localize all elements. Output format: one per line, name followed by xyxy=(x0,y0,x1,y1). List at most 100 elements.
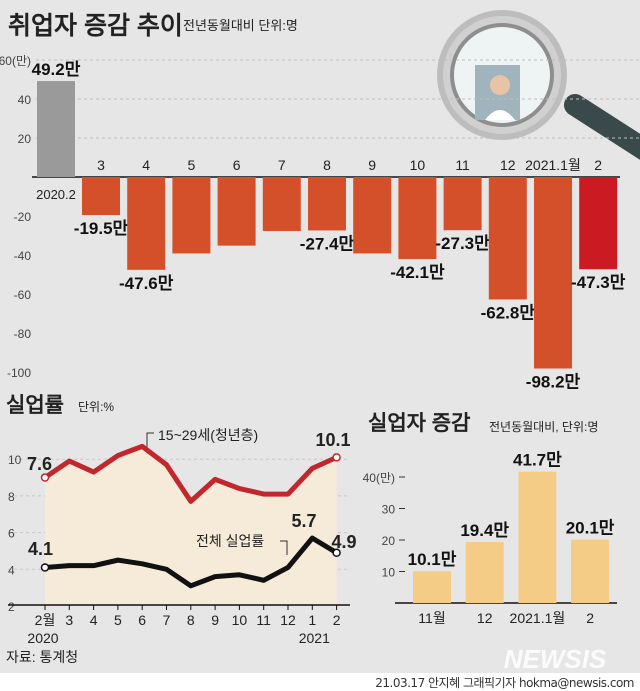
x-tick-label: 3 xyxy=(97,157,105,173)
y-tick-label: 60(만) xyxy=(0,54,31,68)
bar xyxy=(579,177,618,270)
x-tick-label: 2월 xyxy=(35,612,56,628)
data-label: 41.7만 xyxy=(513,451,562,470)
series-label: 15~29세(청년층) xyxy=(158,427,258,443)
y-tick-label: -20 xyxy=(14,210,32,224)
x-tick-label: 11월 xyxy=(418,610,445,626)
data-label: 19.4만 xyxy=(460,521,509,540)
x-tick-label: 4 xyxy=(142,157,150,173)
bar xyxy=(465,541,504,603)
bar xyxy=(37,81,75,177)
data-label: 4.1 xyxy=(28,539,53,559)
y-tick-label: -40 xyxy=(14,249,32,263)
data-label: 10.1만 xyxy=(408,550,457,569)
y-tick-label: -80 xyxy=(14,327,32,341)
y-tick-label: 30 xyxy=(382,503,396,517)
chart2-subtitle: 단위:% xyxy=(78,400,114,414)
y-tick-label: 2 xyxy=(8,600,15,614)
x-tick-label: 10 xyxy=(410,157,426,173)
chart3-subtitle: 전년동월대비, 단위:명 xyxy=(489,420,598,434)
x-tick-label: 11 xyxy=(256,612,271,628)
data-label: 4.9 xyxy=(331,532,356,552)
data-label: -27.4만 xyxy=(300,234,355,253)
x-tick-label: 6 xyxy=(233,157,241,173)
person-icon xyxy=(490,75,510,95)
newsis-watermark: NEWSIS xyxy=(504,644,607,674)
y-tick-label: 6 xyxy=(8,527,15,541)
bar xyxy=(172,177,211,254)
x-tick-label: 9 xyxy=(368,157,376,173)
data-label: 20.1만 xyxy=(566,519,615,538)
x-tick-label: 5 xyxy=(114,612,122,628)
x-tick-label: 3 xyxy=(65,612,73,628)
series-label: 전체 실업률 xyxy=(196,533,264,549)
magnifier-handle xyxy=(564,94,640,160)
bar xyxy=(262,177,301,232)
y-tick-label: 20 xyxy=(382,534,396,548)
chart3-title: 실업자 증감 xyxy=(368,412,470,435)
x-tick-label: 12 xyxy=(477,610,493,626)
data-label: -47.6만 xyxy=(119,274,174,293)
footer: 21.03.17 안지혜 그래픽기자 hokma@newsis.com xyxy=(0,673,640,691)
x-tick-label: 5 xyxy=(188,157,196,173)
magnifier-illustration xyxy=(437,10,640,160)
data-label: -62.8만 xyxy=(481,303,536,322)
x-tick-label: 2021.1월 xyxy=(510,610,566,626)
source-label: 자료: 통계청 xyxy=(6,649,78,665)
bar xyxy=(571,539,610,603)
bar xyxy=(534,177,572,369)
data-point xyxy=(332,548,341,558)
bar xyxy=(353,177,392,254)
y-tick-label: -60 xyxy=(14,288,32,302)
data-point xyxy=(332,453,341,462)
bar xyxy=(443,177,482,231)
chart1-subtitle: 전년동월대비 단위:명 xyxy=(183,18,298,33)
x-tick-label: 12 xyxy=(500,157,516,173)
year-label: 2020 xyxy=(27,630,58,646)
x-tick-label: 2020.2 xyxy=(36,187,76,202)
data-label: 7.6 xyxy=(27,454,52,474)
leader-line xyxy=(146,432,154,447)
year-label: 2021 xyxy=(299,630,330,646)
credit-text: 21.03.17 안지혜 그래픽기자 hokma@newsis.com xyxy=(375,676,634,690)
data-label: -27.3만 xyxy=(435,234,490,253)
x-tick-label: 11 xyxy=(455,157,470,173)
person-shirt xyxy=(485,110,515,120)
data-label: 49.2만 xyxy=(32,60,81,79)
bar xyxy=(518,471,557,603)
leader-line xyxy=(280,540,288,555)
y-tick-label: 20 xyxy=(18,132,32,146)
x-tick-label: 2 xyxy=(586,610,594,626)
data-label: 5.7 xyxy=(291,511,316,531)
data-label: 10.1 xyxy=(315,430,350,450)
area-fill xyxy=(45,446,337,605)
x-tick-label: 7 xyxy=(163,612,171,628)
data-label: -98.2만 xyxy=(526,372,581,391)
y-tick-label: 10 xyxy=(382,566,396,580)
series-line xyxy=(43,443,338,504)
x-tick-label: 9 xyxy=(211,612,219,628)
chart2-title: 실업률 xyxy=(6,394,64,417)
data-point xyxy=(40,563,50,572)
x-tick-label: 8 xyxy=(323,157,331,173)
x-tick-label: 10 xyxy=(232,612,248,628)
x-tick-label: 2 xyxy=(594,157,602,173)
x-tick-label: 12 xyxy=(280,612,296,628)
y-tick-label: 8 xyxy=(8,490,15,504)
y-tick-label: 40(만) xyxy=(363,471,395,485)
x-tick-label: 2 xyxy=(333,612,341,628)
x-tick-label: 7 xyxy=(278,157,286,173)
y-tick-label: -100 xyxy=(7,366,31,380)
bar xyxy=(398,177,437,260)
data-label: -47.3만 xyxy=(571,273,626,292)
bar xyxy=(82,177,120,216)
data-label: -19.5만 xyxy=(74,219,129,238)
bar xyxy=(413,571,451,603)
x-tick-label: 6 xyxy=(138,612,146,628)
y-tick-label: 10 xyxy=(8,453,22,467)
x-tick-label: 4 xyxy=(90,612,98,628)
x-tick-label: 2021.1월 xyxy=(525,157,581,173)
chart1-title: 취업자 증감 추이 xyxy=(8,12,183,40)
